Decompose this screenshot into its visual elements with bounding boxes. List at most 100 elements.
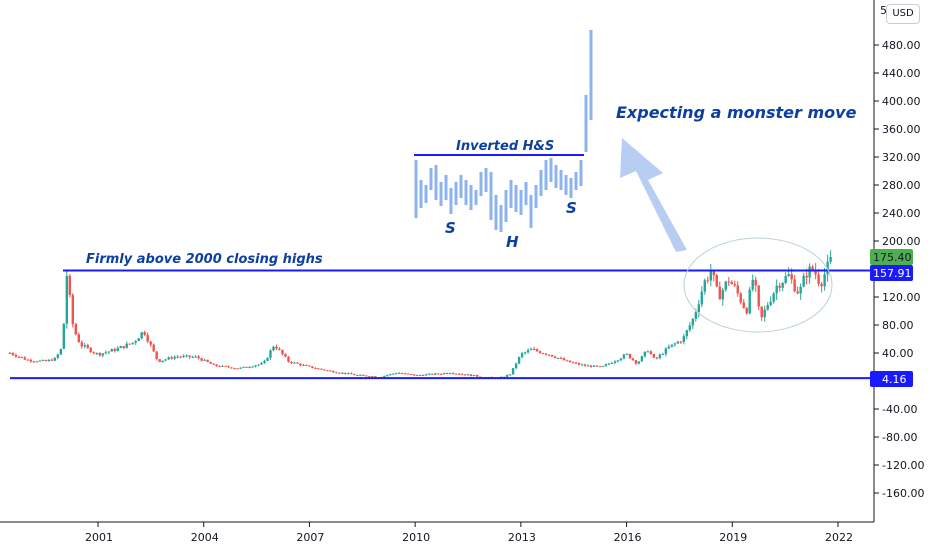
pattern-bar (494, 195, 498, 230)
candle-body (694, 312, 698, 319)
candle-body (511, 368, 515, 375)
price-axis[interactable]: 480.00 440.00 400.00 360.00 320.00 280.00 240.… (874, 39, 924, 500)
candle-body (80, 342, 83, 347)
outlook-text: Expecting a monster move (616, 103, 857, 122)
candle-body (116, 348, 119, 352)
candle-body (760, 306, 763, 318)
candle-body (383, 375, 386, 378)
candle-body (805, 275, 808, 278)
candle-body (733, 284, 736, 286)
candle-body (583, 364, 587, 366)
candle-body (673, 343, 677, 345)
candle-body (284, 354, 287, 357)
candle-body (233, 368, 236, 370)
candle-body (724, 281, 727, 290)
candle-body (236, 368, 239, 370)
candle-body (829, 256, 832, 262)
candle-body (206, 359, 209, 363)
candle-body (475, 375, 479, 377)
candle-body (338, 372, 341, 374)
candle-body (59, 348, 63, 355)
pattern-bar (564, 175, 568, 195)
candle-body (610, 362, 614, 364)
currency-button[interactable]: USD (886, 4, 920, 24)
pattern-bar (424, 185, 428, 203)
candle-body (128, 343, 131, 345)
candle-body (526, 350, 530, 353)
pattern-bar (554, 165, 558, 188)
candle-body (386, 375, 389, 377)
candle-body (335, 372, 338, 374)
price-tick-partial: 5 (880, 4, 887, 17)
candle-body (419, 374, 422, 376)
candle-body (416, 374, 419, 376)
candle-body (332, 370, 335, 373)
candle-body (571, 362, 575, 364)
candle-body (86, 345, 89, 348)
candle-body (245, 366, 248, 368)
candle-body (287, 356, 290, 362)
candle-body (125, 343, 128, 349)
candle-body (248, 366, 251, 368)
candle-body (472, 375, 476, 377)
candle-body (269, 350, 272, 358)
candle-body (820, 283, 823, 287)
candle-body (197, 356, 200, 359)
candle-body (766, 305, 769, 310)
candle-body (356, 375, 359, 377)
candle-body (469, 374, 473, 377)
candle-body (53, 357, 57, 361)
pattern-bar (429, 168, 433, 190)
candle-body (676, 341, 680, 344)
candle-body (278, 348, 281, 350)
candle-body (71, 294, 75, 325)
candle-body (505, 374, 509, 377)
candle-body (757, 285, 760, 307)
candle-body (131, 342, 134, 344)
candle-body (640, 356, 644, 362)
candle-body (748, 289, 751, 314)
price-tick-label: 360.00 (882, 123, 921, 136)
candle-body (23, 357, 27, 360)
candle-body (398, 372, 401, 374)
candle-body (119, 346, 122, 349)
candle-body (817, 274, 820, 284)
candle-body (700, 291, 704, 305)
time-axis[interactable]: 2001 2004 2007 2010 2013 2016 2019 2022 (85, 522, 853, 544)
candle-body (613, 361, 617, 363)
candle-body (514, 363, 518, 369)
pattern-bar (544, 160, 548, 190)
candle-body (691, 318, 695, 326)
candle-body (224, 365, 227, 367)
pattern-title: Inverted H&S (456, 139, 554, 154)
candle-body (655, 357, 659, 359)
svg-text:4.16: 4.16 (882, 373, 907, 386)
candle-body (266, 357, 269, 361)
pattern-bar (499, 205, 503, 232)
candle-body (703, 280, 706, 292)
pattern-bar (439, 182, 443, 206)
candle-body (616, 360, 620, 362)
pattern-bar (529, 195, 533, 228)
price-tick-label: -40.00 (882, 403, 917, 416)
candle-body (14, 355, 18, 357)
candle-body (604, 364, 608, 366)
candle-body (454, 373, 458, 375)
candle-body (191, 356, 194, 358)
pattern-bar (504, 190, 508, 222)
time-tick-label: 2004 (191, 531, 219, 544)
candle-body (179, 356, 182, 358)
candle-body (784, 276, 787, 284)
candle-body (523, 352, 527, 354)
candle-body (580, 364, 584, 366)
candle-body (137, 338, 140, 342)
candle-body (257, 364, 260, 366)
price-tick-label: -80.00 (882, 431, 917, 444)
candle-body (422, 375, 425, 377)
candle-body (520, 353, 524, 357)
candle-body (532, 348, 536, 350)
candle-body (772, 293, 775, 302)
pattern-bar (534, 185, 538, 208)
candle-body (751, 279, 754, 290)
